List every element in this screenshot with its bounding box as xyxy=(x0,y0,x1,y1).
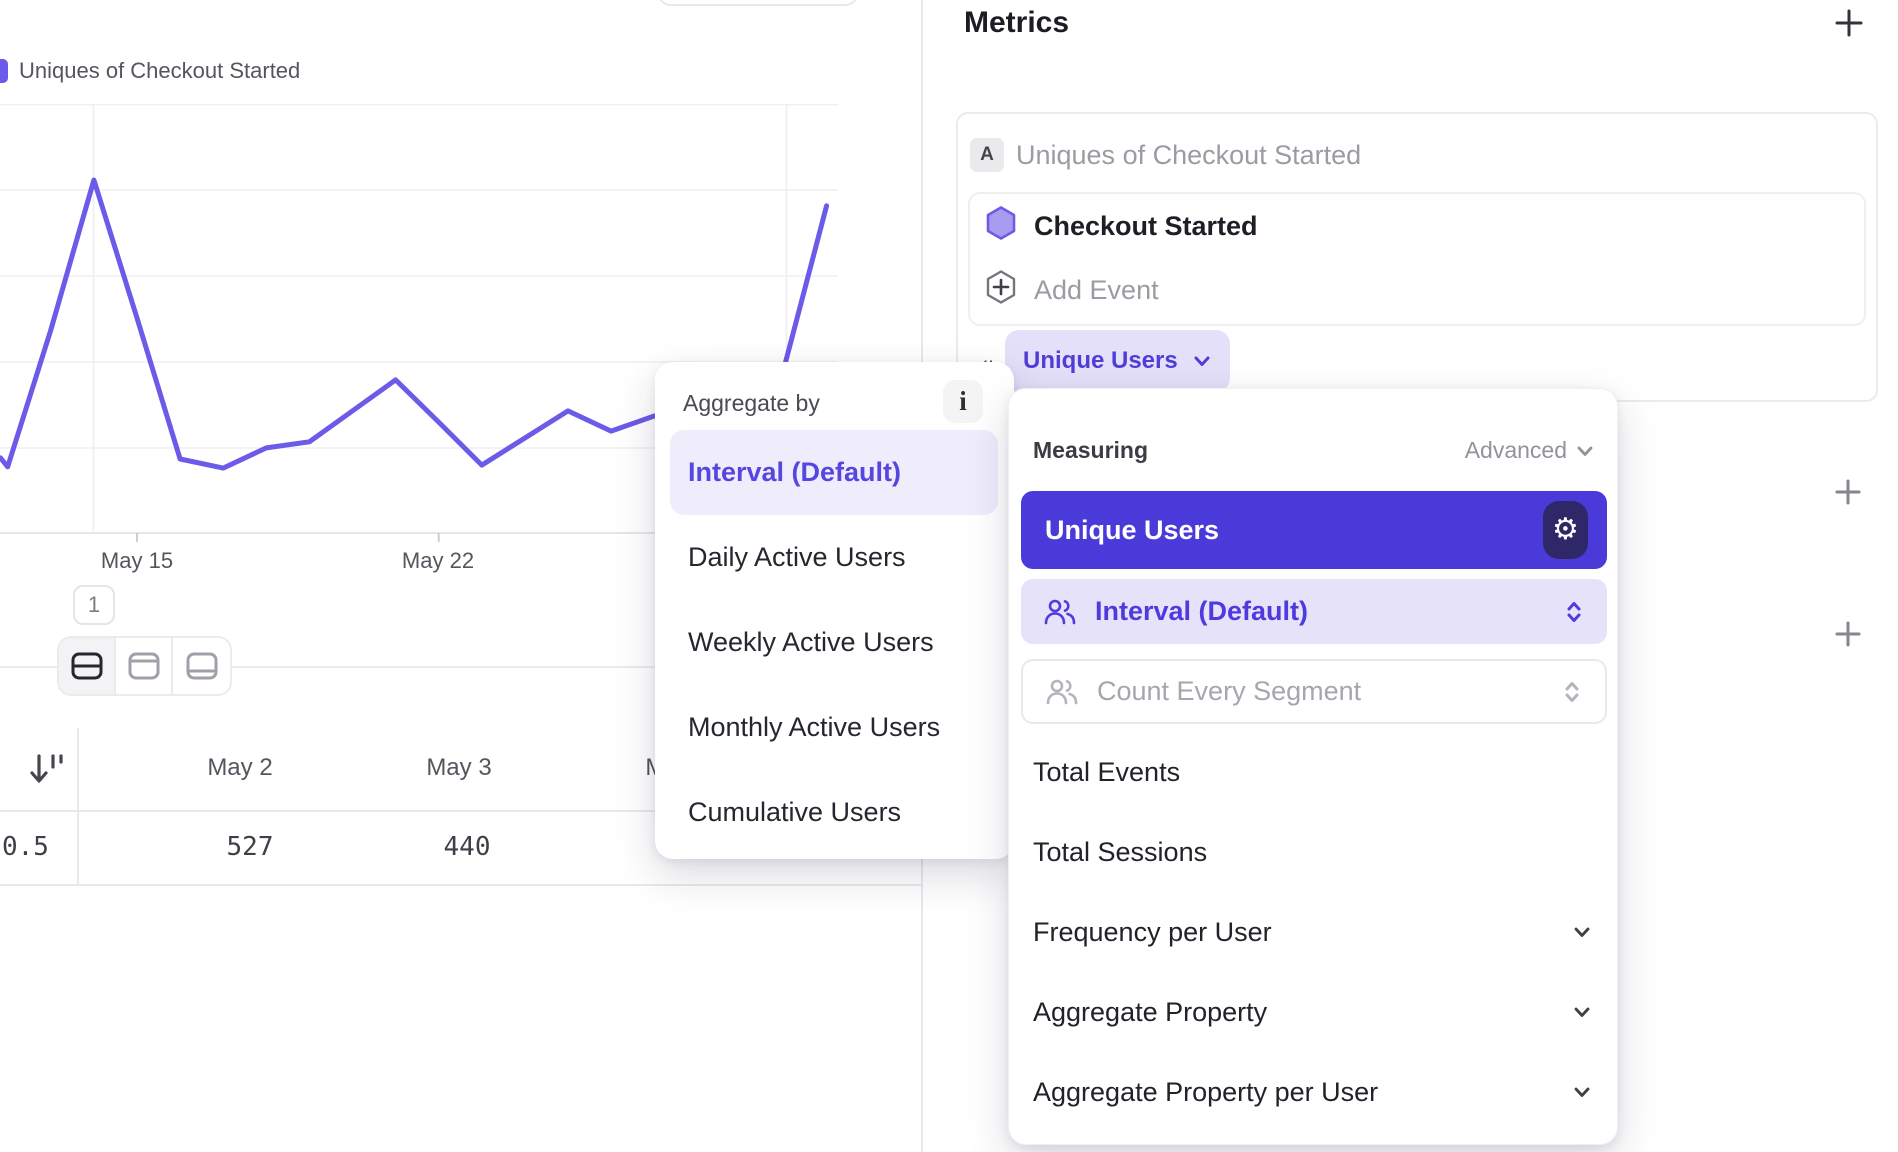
aggregate-by-popup: Aggregate by i Interval (Default) Daily A… xyxy=(655,362,1014,859)
chevron-down-icon xyxy=(1574,1087,1590,1097)
metric-name-input[interactable]: Uniques of Checkout Started xyxy=(1016,140,1362,170)
plus-icon xyxy=(1835,9,1863,37)
table-row-label: 0.5 xyxy=(2,832,49,862)
chevron-down-icon xyxy=(1574,1007,1590,1017)
measuring-menu-item[interactable]: Frequency per User xyxy=(1009,892,1617,972)
add-event-hexagon-icon xyxy=(986,270,1016,304)
sort-descending-icon xyxy=(30,754,63,783)
table-column-separator xyxy=(77,728,79,886)
segment-count-selector-label: Count Every Segment xyxy=(1097,676,1362,706)
table-header-border xyxy=(0,810,922,812)
aggregate-option-selected[interactable]: Interval (Default) xyxy=(670,430,998,515)
split-rows-icon xyxy=(71,652,102,680)
legend-series-label: Uniques of Checkout Started xyxy=(19,58,301,83)
table-column-header[interactable]: May 3 xyxy=(426,754,492,781)
clipped-top-control[interactable] xyxy=(657,0,859,6)
measuring-menu-list: Total Events Total Sessions Frequency per … xyxy=(1009,732,1617,1132)
segment-count-selector-row[interactable]: Count Every Segment xyxy=(1021,659,1607,724)
chevron-down-icon xyxy=(1194,356,1210,366)
measuring-menu-item[interactable]: Total Events xyxy=(1009,732,1617,812)
aggregate-option[interactable]: Daily Active Users xyxy=(688,542,906,572)
interval-selector-label: Interval (Default) xyxy=(1095,596,1309,626)
table-column-header[interactable]: May 2 xyxy=(207,754,273,781)
select-updown-icon xyxy=(1565,599,1583,625)
measure-pill-label: Unique Users xyxy=(1023,347,1178,374)
chart-legend: Uniques of Checkout Started xyxy=(0,58,300,84)
page-count-badge[interactable]: 1 xyxy=(73,585,115,625)
gear-icon: ⚙ xyxy=(1552,512,1579,547)
x-axis-tick-label: May 15 xyxy=(100,548,174,573)
view-split-rows-button[interactable] xyxy=(59,638,116,694)
plus-icon xyxy=(1835,621,1861,647)
aggregate-option-list: Interval (Default) Daily Active Users Week… xyxy=(670,430,998,855)
add-breakdown-button[interactable] xyxy=(1832,618,1864,650)
unique-users-label: Unique Users xyxy=(1045,514,1220,545)
view-panel-bottom-button[interactable] xyxy=(173,638,230,694)
aggregate-option[interactable]: Weekly Active Users xyxy=(688,627,934,657)
event-row[interactable]: Checkout Started xyxy=(1034,211,1258,241)
aggregate-option[interactable]: Cumulative Users xyxy=(688,797,902,827)
people-icon xyxy=(1043,597,1077,627)
measuring-menu-item[interactable]: Aggregate Property per User xyxy=(1009,1052,1617,1132)
metric-card: A Uniques of Checkout Started Checkout S… xyxy=(956,112,1878,402)
metric-letter-badge: A xyxy=(970,138,1004,172)
aggregate-option[interactable]: Monthly Active Users xyxy=(688,712,941,742)
info-button[interactable]: i xyxy=(943,380,983,423)
add-event-button[interactable]: Add Event xyxy=(1034,275,1159,305)
plus-icon xyxy=(1835,479,1861,505)
aggregate-by-title: Aggregate by xyxy=(683,390,820,416)
section-divider xyxy=(0,666,922,668)
measuring-menu-item-label: Aggregate Property xyxy=(1033,996,1268,1027)
measuring-menu-item-label: Total Events xyxy=(1033,756,1181,787)
x-axis-tick-label: May 22 xyxy=(401,548,475,573)
people-icon xyxy=(1045,677,1079,707)
event-hexagon-icon xyxy=(986,206,1016,240)
add-metric-button[interactable] xyxy=(1832,6,1866,40)
chevron-down-icon xyxy=(1574,927,1590,937)
measuring-menu-item[interactable]: Aggregate Property xyxy=(1009,972,1617,1052)
panel-top-icon xyxy=(128,652,159,680)
measuring-section-label: Measuring xyxy=(1033,437,1149,463)
interval-selector-row[interactable]: Interval (Default) xyxy=(1021,579,1607,644)
advanced-label: Advanced xyxy=(1464,437,1567,463)
table-row-border xyxy=(0,884,922,886)
measure-selector-pill[interactable]: Unique Users xyxy=(1005,330,1230,392)
sort-button[interactable] xyxy=(24,746,70,792)
view-panel-top-button[interactable] xyxy=(116,638,173,694)
metrics-section-title: Metrics xyxy=(964,6,1070,39)
event-list-card: Checkout Started Add Event xyxy=(968,192,1866,326)
measuring-menu-item[interactable]: Total Sessions xyxy=(1009,812,1617,892)
chevron-down-icon xyxy=(1577,446,1593,456)
measuring-menu-item-label: Total Sessions xyxy=(1033,836,1208,867)
panel-bottom-icon xyxy=(186,652,217,680)
measuring-menu-item-label: Frequency per User xyxy=(1033,916,1272,947)
unique-users-selected-button[interactable]: Unique Users ⚙ xyxy=(1021,491,1607,569)
measuring-menu-item-label: Aggregate Property per User xyxy=(1033,1076,1379,1107)
add-filter-button[interactable] xyxy=(1832,476,1864,508)
measuring-popup: Measuring Advanced Unique Users ⚙ xyxy=(1008,388,1618,1145)
table-cell: 527 xyxy=(226,832,274,862)
select-updown-icon xyxy=(1563,679,1581,705)
table-cell: 440 xyxy=(443,832,491,862)
measure-settings-button[interactable]: ⚙ xyxy=(1543,501,1588,559)
layout-view-switcher xyxy=(57,636,232,696)
advanced-mode-toggle[interactable]: Advanced xyxy=(1465,437,1595,464)
legend-series-swatch xyxy=(0,59,8,83)
